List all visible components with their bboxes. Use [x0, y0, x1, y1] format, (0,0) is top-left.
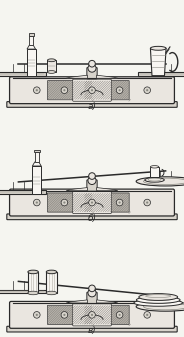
- FancyBboxPatch shape: [73, 79, 111, 101]
- Circle shape: [118, 314, 121, 316]
- Bar: [0, 293, 47, 294]
- Text: a): a): [88, 102, 96, 111]
- Circle shape: [118, 202, 121, 204]
- Polygon shape: [97, 75, 118, 78]
- Ellipse shape: [28, 270, 38, 274]
- FancyBboxPatch shape: [7, 102, 177, 107]
- Circle shape: [63, 314, 66, 316]
- Bar: [0, 75, 47, 76]
- FancyBboxPatch shape: [87, 180, 97, 191]
- Bar: [29, 33, 34, 36]
- Circle shape: [118, 89, 121, 91]
- Circle shape: [89, 173, 95, 179]
- FancyBboxPatch shape: [73, 191, 111, 214]
- Polygon shape: [66, 75, 87, 78]
- Circle shape: [89, 312, 95, 318]
- FancyBboxPatch shape: [87, 292, 97, 303]
- Text: б): б): [88, 214, 96, 223]
- Bar: [0, 190, 46, 193]
- Bar: [150, 167, 159, 177]
- Circle shape: [91, 202, 93, 204]
- Bar: [32, 166, 41, 193]
- Polygon shape: [32, 162, 41, 166]
- Bar: [0, 72, 46, 76]
- Circle shape: [146, 202, 148, 204]
- Bar: [85, 193, 129, 212]
- Circle shape: [89, 285, 95, 292]
- FancyBboxPatch shape: [7, 214, 177, 220]
- Circle shape: [89, 60, 95, 67]
- Ellipse shape: [136, 177, 184, 186]
- Polygon shape: [97, 188, 118, 191]
- Bar: [48, 306, 92, 324]
- Bar: [47, 60, 56, 72]
- FancyBboxPatch shape: [10, 189, 174, 216]
- FancyBboxPatch shape: [73, 304, 111, 326]
- Circle shape: [61, 87, 68, 94]
- Circle shape: [91, 89, 93, 91]
- Bar: [138, 72, 184, 76]
- Bar: [35, 152, 39, 162]
- Bar: [48, 81, 92, 99]
- Ellipse shape: [28, 291, 38, 295]
- Circle shape: [33, 312, 40, 318]
- FancyBboxPatch shape: [87, 68, 97, 79]
- Bar: [29, 36, 33, 45]
- Ellipse shape: [145, 178, 164, 182]
- Ellipse shape: [139, 294, 178, 300]
- Circle shape: [61, 312, 68, 318]
- Circle shape: [116, 87, 123, 94]
- Circle shape: [36, 202, 38, 204]
- Polygon shape: [150, 48, 166, 76]
- Circle shape: [91, 314, 93, 316]
- Polygon shape: [66, 300, 87, 303]
- Circle shape: [61, 199, 68, 206]
- Bar: [139, 75, 184, 76]
- Ellipse shape: [47, 70, 56, 73]
- Ellipse shape: [134, 300, 183, 306]
- FancyBboxPatch shape: [7, 326, 177, 332]
- Circle shape: [89, 199, 95, 206]
- Circle shape: [89, 87, 95, 94]
- Ellipse shape: [150, 165, 159, 168]
- Bar: [34, 150, 40, 152]
- Ellipse shape: [46, 270, 57, 274]
- Ellipse shape: [47, 59, 56, 62]
- Circle shape: [116, 312, 123, 318]
- Bar: [85, 306, 129, 324]
- Ellipse shape: [136, 297, 180, 303]
- Bar: [0, 193, 47, 194]
- Polygon shape: [97, 300, 118, 303]
- Text: в): в): [88, 327, 96, 335]
- Circle shape: [88, 64, 96, 72]
- Circle shape: [144, 87, 151, 94]
- Circle shape: [63, 89, 66, 91]
- Ellipse shape: [151, 47, 166, 50]
- Bar: [46, 272, 57, 293]
- Circle shape: [146, 314, 148, 316]
- Bar: [48, 193, 92, 212]
- Circle shape: [144, 199, 151, 206]
- Circle shape: [36, 314, 38, 316]
- Bar: [28, 272, 38, 293]
- Circle shape: [36, 89, 38, 91]
- Circle shape: [33, 87, 40, 94]
- Polygon shape: [27, 45, 36, 49]
- Bar: [27, 49, 36, 76]
- Circle shape: [144, 312, 151, 318]
- Circle shape: [63, 202, 66, 204]
- Circle shape: [146, 89, 148, 91]
- Circle shape: [116, 199, 123, 206]
- FancyBboxPatch shape: [10, 77, 174, 104]
- FancyBboxPatch shape: [10, 301, 174, 328]
- Circle shape: [88, 289, 96, 297]
- Bar: [0, 290, 46, 293]
- Ellipse shape: [136, 302, 184, 311]
- Polygon shape: [66, 188, 87, 191]
- Bar: [85, 81, 129, 99]
- Circle shape: [88, 176, 96, 185]
- Circle shape: [33, 199, 40, 206]
- Ellipse shape: [46, 291, 57, 295]
